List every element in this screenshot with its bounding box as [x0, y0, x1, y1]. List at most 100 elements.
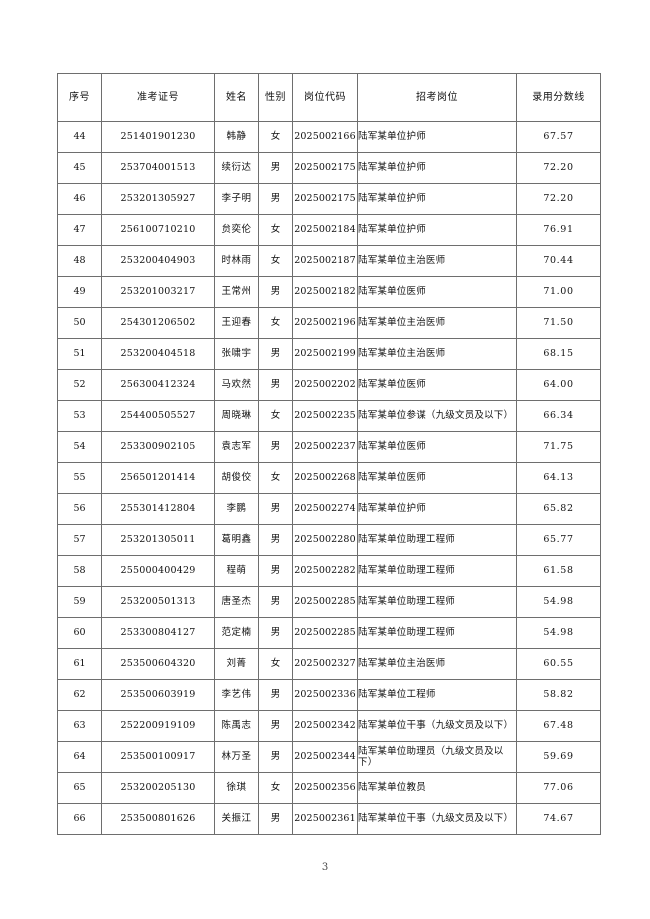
- cell-score: 64.00: [516, 369, 601, 401]
- table-row: 53 254400505527 周晓琳女 2025002235 陆军某单位参谋（九级文员…: [57, 400, 601, 432]
- cell-score: 71.75: [516, 431, 601, 463]
- cell-seq: 48: [57, 245, 102, 277]
- cell-ticket: 256501201414: [101, 462, 215, 494]
- table-header-row: 序号 准考证号 姓名 性别 岗位代码 招考岗位 录用分数线: [57, 73, 601, 122]
- cell-name: 王迎春: [214, 307, 259, 339]
- cell-seq: 65: [57, 772, 102, 804]
- cell-code: 2025002202: [292, 369, 358, 401]
- cell-seq: 59: [57, 586, 102, 618]
- cell-post: 陆军某单位干事（九级文员及以下）: [357, 803, 517, 835]
- cell-code: 2025002175: [292, 152, 358, 184]
- cell-score: 67.48: [516, 710, 601, 742]
- page-number: 3: [321, 862, 329, 873]
- cell-ticket: 255301412804: [101, 493, 215, 525]
- cell-ticket: 253300902105: [101, 431, 215, 463]
- cell-score: 76.91: [516, 214, 601, 246]
- cell-post: 陆军某单位护师: [357, 183, 517, 215]
- cell-seq: 60: [57, 617, 102, 649]
- cell-post: 陆军某单位护师: [357, 121, 517, 153]
- cell-gender: 女: [258, 648, 293, 680]
- table-row: 63 252200919109 陈禹志男 2025002342 陆军某单位干事（九级文员…: [57, 710, 601, 742]
- cell-code: 2025002187: [292, 245, 358, 277]
- cell-name: 陈禹志: [214, 710, 259, 742]
- cell-name: 续衍达: [214, 152, 259, 184]
- cell-ticket: 252200919109: [101, 710, 215, 742]
- cell-score: 71.00: [516, 276, 601, 308]
- table-row: 49 253201003217 王常州男 2025002182 陆军某单位医师 71.00: [57, 276, 601, 308]
- cell-gender: 男: [258, 276, 293, 308]
- cell-post: 陆军某单位教员: [357, 772, 517, 804]
- cell-code: 2025002268: [292, 462, 358, 494]
- table-row: 46 253201305927 李子明男 2025002175 陆军某单位护师 72.20: [57, 183, 601, 215]
- cell-seq: 46: [57, 183, 102, 215]
- cell-post: 陆军某单位助理工程师: [357, 555, 517, 587]
- cell-score: 54.98: [516, 617, 601, 649]
- cell-score: 64.13: [516, 462, 601, 494]
- cell-post: 陆军某单位医师: [357, 462, 517, 494]
- table-row: 58 255000400429 程萌男 2025002282 陆军某单位助理工程师 61.…: [57, 555, 601, 587]
- cell-gender: 男: [258, 555, 293, 587]
- cell-gender: 女: [258, 245, 293, 277]
- cell-post: 陆军某单位工程师: [357, 679, 517, 711]
- cell-code: 2025002175: [292, 183, 358, 215]
- column-header-ticket: 准考证号: [101, 73, 215, 122]
- cell-post: 陆军某单位参谋（九级文员及以下）: [357, 400, 517, 432]
- cell-code: 2025002344: [292, 741, 358, 773]
- cell-seq: 52: [57, 369, 102, 401]
- table-row: 59 253200501313 唐圣杰男 2025002285 陆军某单位助理工程师 54…: [57, 586, 601, 618]
- cell-score: 77.06: [516, 772, 601, 804]
- table-row: 48 253200404903 时林雨女 2025002187 陆军某单位主治医师 70.…: [57, 245, 601, 277]
- cell-gender: 女: [258, 462, 293, 494]
- cell-gender: 男: [258, 338, 293, 370]
- cell-name: 李艺伟: [214, 679, 259, 711]
- cell-code: 2025002356: [292, 772, 358, 804]
- cell-name: 袁志军: [214, 431, 259, 463]
- cell-score: 71.50: [516, 307, 601, 339]
- cell-seq: 66: [57, 803, 102, 835]
- cell-seq: 56: [57, 493, 102, 525]
- cell-name: 贠奕伦: [214, 214, 259, 246]
- cell-ticket: 253200404903: [101, 245, 215, 277]
- cell-seq: 45: [57, 152, 102, 184]
- cell-gender: 男: [258, 741, 293, 773]
- cell-post: 陆军某单位主治医师: [357, 338, 517, 370]
- cell-name: 李鹏: [214, 493, 259, 525]
- column-header-seq: 序号: [57, 73, 102, 122]
- cell-code: 2025002235: [292, 400, 358, 432]
- table-row: 66 253500801626 关振江男 2025002361 陆军某单位干事（九级文员…: [57, 803, 601, 835]
- cell-name: 时林雨: [214, 245, 259, 277]
- cell-name: 刘菁: [214, 648, 259, 680]
- cell-name: 周晓琳: [214, 400, 259, 432]
- cell-ticket: 253500100917: [101, 741, 215, 773]
- cell-name: 唐圣杰: [214, 586, 259, 618]
- cell-ticket: 253500801626: [101, 803, 215, 835]
- cell-code: 2025002285: [292, 586, 358, 618]
- cell-gender: 男: [258, 710, 293, 742]
- cell-ticket: 254301206502: [101, 307, 215, 339]
- score-table-container: 序号 准考证号 姓名 性别 岗位代码 招考岗位 录用分数线 44 25140190…: [57, 73, 601, 835]
- cell-code: 2025002184: [292, 214, 358, 246]
- cell-score: 54.98: [516, 586, 601, 618]
- cell-post: 陆军某单位主治医师: [357, 648, 517, 680]
- cell-score: 72.20: [516, 152, 601, 184]
- cell-score: 67.57: [516, 121, 601, 153]
- cell-name: 林万圣: [214, 741, 259, 773]
- cell-name: 韩静: [214, 121, 259, 153]
- cell-post: 陆军某单位护师: [357, 214, 517, 246]
- cell-seq: 51: [57, 338, 102, 370]
- cell-post: 陆军某单位护师: [357, 493, 517, 525]
- cell-seq: 63: [57, 710, 102, 742]
- cell-seq: 47: [57, 214, 102, 246]
- cell-score: 68.15: [516, 338, 601, 370]
- cell-seq: 49: [57, 276, 102, 308]
- cell-post: 陆军某单位医师: [357, 276, 517, 308]
- table-row: 61 253500604320 刘菁女 2025002327 陆军某单位主治医师 60.5…: [57, 648, 601, 680]
- cell-name: 马欢然: [214, 369, 259, 401]
- table-row: 47 256100710210 贠奕伦女 2025002184 陆军某单位护师 76.91: [57, 214, 601, 246]
- cell-post: 陆军某单位助理员（九级文员及以下）: [357, 741, 517, 773]
- column-header-score: 录用分数线: [516, 73, 601, 122]
- cell-gender: 男: [258, 803, 293, 835]
- table-body: 44 251401901230 韩静女 2025002166 陆军某单位护师 67.57 4…: [57, 121, 601, 835]
- cell-name: 张啸宇: [214, 338, 259, 370]
- cell-gender: 男: [258, 493, 293, 525]
